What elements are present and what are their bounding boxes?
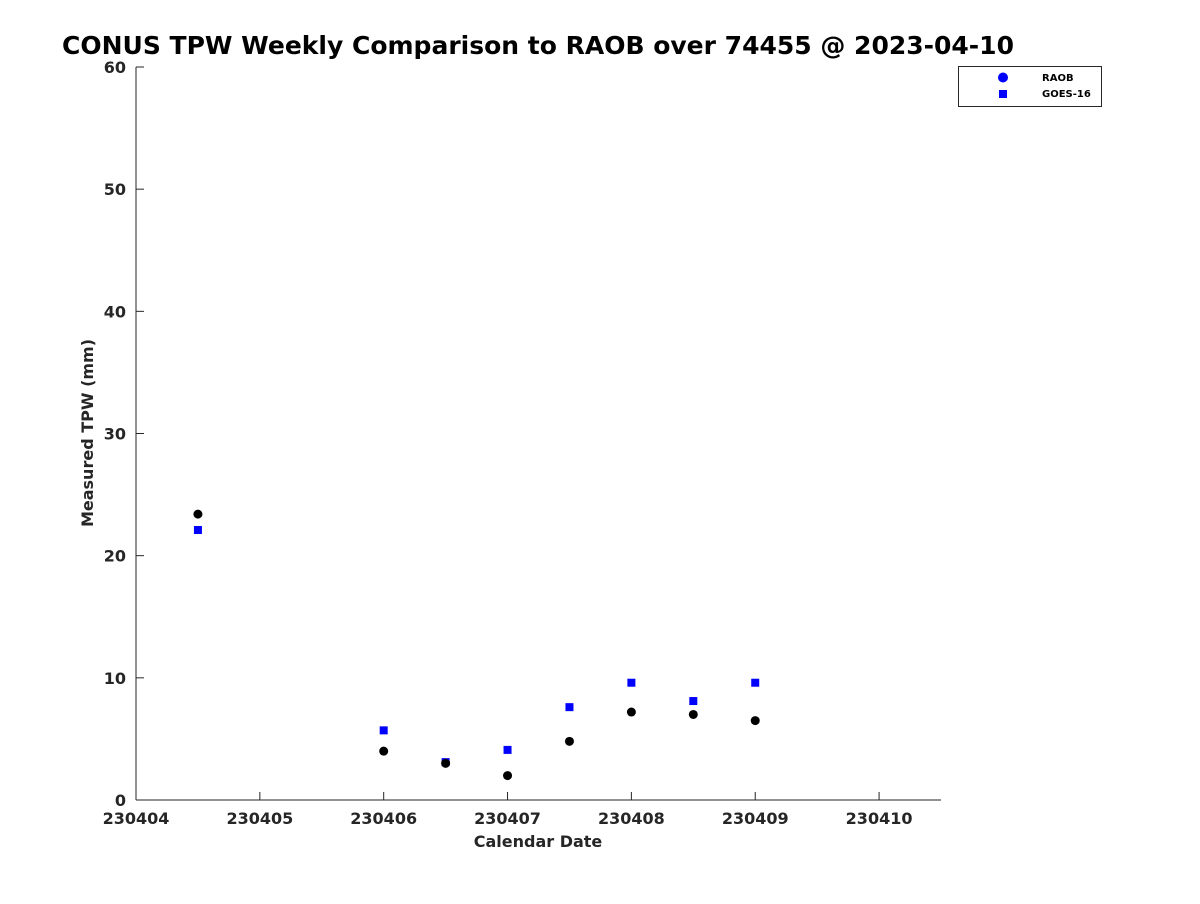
raob-point	[750, 716, 760, 726]
legend: RAOB GOES-16	[958, 66, 1102, 107]
y-tick-label: 30	[104, 425, 126, 444]
x-tick-label: 230409	[722, 809, 789, 828]
legend-label-raob: RAOB	[1042, 73, 1074, 84]
x-tick-label: 230408	[598, 809, 665, 828]
raob-point	[441, 758, 451, 768]
goes16-point	[565, 703, 574, 712]
y-tick-label: 60	[104, 58, 126, 77]
y-tick-label: 40	[104, 302, 126, 321]
goes16-point	[689, 697, 698, 706]
axis-ticks: 230404 230405 230406 230407 230408 230409 2304…	[103, 58, 913, 828]
legend-marker-raob	[998, 72, 1008, 83]
x-tick-label: 230405	[226, 809, 293, 828]
goes16-point	[751, 678, 760, 687]
x-tick-label: 230407	[474, 809, 541, 828]
chart-title: CONUS TPW Weekly Comparison to RAOB over…	[62, 31, 1014, 60]
legend-marker-goes16	[999, 90, 1007, 98]
y-tick-label: 50	[104, 180, 126, 199]
legend-label-goes16: GOES-16	[1042, 89, 1091, 100]
goes16-point	[379, 726, 388, 735]
legend-box	[958, 66, 1102, 107]
raob-point	[626, 707, 636, 717]
x-tick-label: 230406	[350, 809, 417, 828]
raob-point	[503, 771, 513, 781]
x-tick-label: 230404	[103, 809, 170, 828]
data-points	[193, 509, 760, 781]
x-tick-label: 230410	[846, 809, 913, 828]
y-tick-label: 0	[115, 791, 126, 810]
x-axis-label: Calendar Date	[474, 832, 603, 851]
raob-point	[193, 509, 203, 519]
raob-point	[564, 736, 574, 746]
goes16-point	[627, 678, 636, 687]
raob-point	[379, 746, 389, 756]
y-axis-label: Measured TPW (mm)	[78, 339, 97, 527]
y-tick-label: 20	[104, 547, 126, 566]
y-tick-label: 10	[104, 669, 126, 688]
legend-markers	[998, 72, 1008, 98]
raob-point	[688, 709, 698, 719]
goes16-point	[503, 745, 512, 754]
goes16-point	[193, 526, 202, 535]
